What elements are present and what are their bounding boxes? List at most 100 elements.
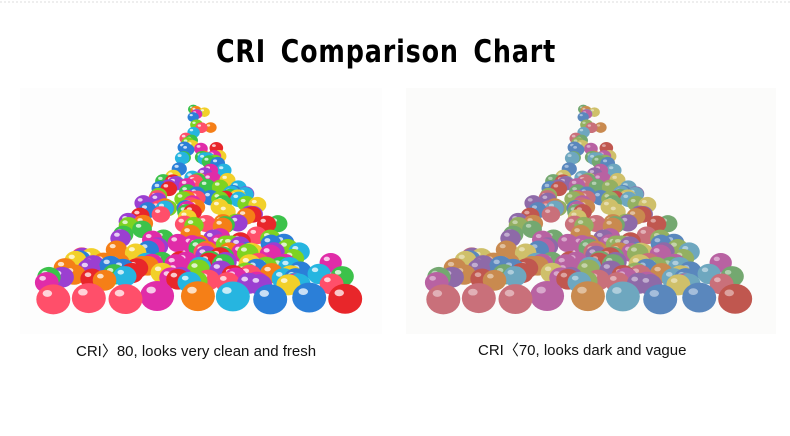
caption: CRI〉80, looks very clean and fresh [76, 343, 317, 360]
highlight [189, 128, 194, 132]
highlight [145, 233, 152, 239]
highlight [197, 124, 202, 127]
highlight [181, 134, 186, 138]
highlight [324, 277, 331, 283]
highlight [591, 181, 597, 185]
highlight [182, 187, 187, 191]
highlight [571, 134, 576, 138]
balloon [682, 282, 717, 313]
highlight [587, 124, 592, 127]
highlight [558, 257, 565, 263]
highlight [432, 290, 443, 297]
highlight [553, 184, 559, 188]
balloon [292, 282, 327, 313]
highlight [114, 289, 125, 297]
highlight [137, 198, 143, 202]
balloon [643, 284, 678, 315]
highlight [68, 254, 75, 260]
highlight [260, 218, 266, 223]
highlight [582, 121, 586, 124]
highlight [590, 154, 595, 158]
highlight [224, 238, 231, 244]
highlight [544, 183, 550, 188]
highlight [468, 288, 478, 296]
highlight [688, 288, 699, 296]
highlight [259, 290, 270, 297]
highlight [623, 194, 629, 199]
balloon [140, 281, 175, 311]
highlight [724, 269, 732, 275]
highlight [239, 211, 246, 215]
highlight [596, 232, 603, 237]
highlight [665, 272, 673, 277]
balloon [328, 283, 363, 314]
highlight [518, 247, 525, 252]
highlight [263, 248, 270, 253]
highlight [653, 248, 660, 253]
highlight [579, 128, 584, 132]
highlight [586, 145, 591, 148]
highlight [117, 269, 124, 275]
highlight [567, 194, 573, 198]
highlight [240, 247, 247, 252]
highlight [181, 180, 187, 185]
highlight [581, 263, 588, 268]
highlight [181, 212, 187, 217]
highlight [713, 256, 720, 262]
highlight [594, 157, 599, 161]
balloon [594, 122, 607, 133]
highlight [280, 278, 288, 283]
balloon [498, 284, 533, 315]
highlight [42, 290, 53, 297]
highlight [429, 275, 436, 281]
balloon [541, 206, 561, 223]
highlight [174, 164, 179, 168]
highlight [560, 272, 568, 278]
balloon-pile [424, 104, 753, 315]
highlight [200, 154, 205, 158]
highlight [191, 263, 198, 268]
highlight [672, 260, 679, 266]
highlight [631, 276, 639, 282]
balloon [174, 151, 190, 165]
highlight [334, 269, 342, 275]
highlight [590, 109, 595, 112]
highlight [200, 109, 205, 112]
highlight [189, 114, 193, 117]
highlight [642, 277, 650, 283]
highlight [212, 144, 216, 148]
highlight [610, 206, 616, 211]
highlight [168, 257, 175, 263]
highlight [568, 218, 574, 223]
highlight [181, 275, 189, 281]
highlight [701, 267, 709, 273]
highlight [524, 210, 530, 215]
highlight [158, 176, 163, 181]
highlight [525, 223, 532, 228]
highlight [177, 194, 183, 198]
highlight [213, 264, 220, 269]
highlight [536, 286, 546, 294]
highlight [205, 175, 210, 179]
highlight [114, 232, 120, 237]
highlight [154, 183, 160, 188]
balloon-pile [34, 104, 363, 315]
highlight [612, 287, 622, 294]
highlight [561, 237, 568, 242]
highlight [171, 237, 178, 242]
highlight [649, 290, 660, 297]
highlight [152, 195, 158, 200]
highlight [571, 212, 577, 217]
highlight [596, 124, 601, 127]
highlight [567, 154, 572, 158]
highlight [233, 194, 239, 199]
balloon [71, 283, 106, 314]
highlight [154, 266, 162, 272]
highlight [240, 198, 246, 203]
highlight [499, 244, 506, 249]
highlight [579, 114, 583, 117]
balloon [253, 284, 288, 315]
highlight [141, 205, 148, 209]
